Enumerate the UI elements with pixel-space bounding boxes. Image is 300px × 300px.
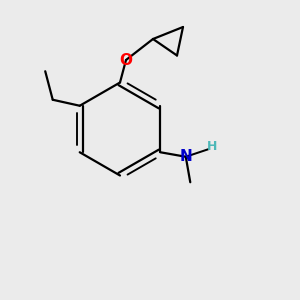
Text: H: H (207, 140, 217, 153)
Text: O: O (119, 52, 133, 68)
Text: N: N (179, 149, 192, 164)
